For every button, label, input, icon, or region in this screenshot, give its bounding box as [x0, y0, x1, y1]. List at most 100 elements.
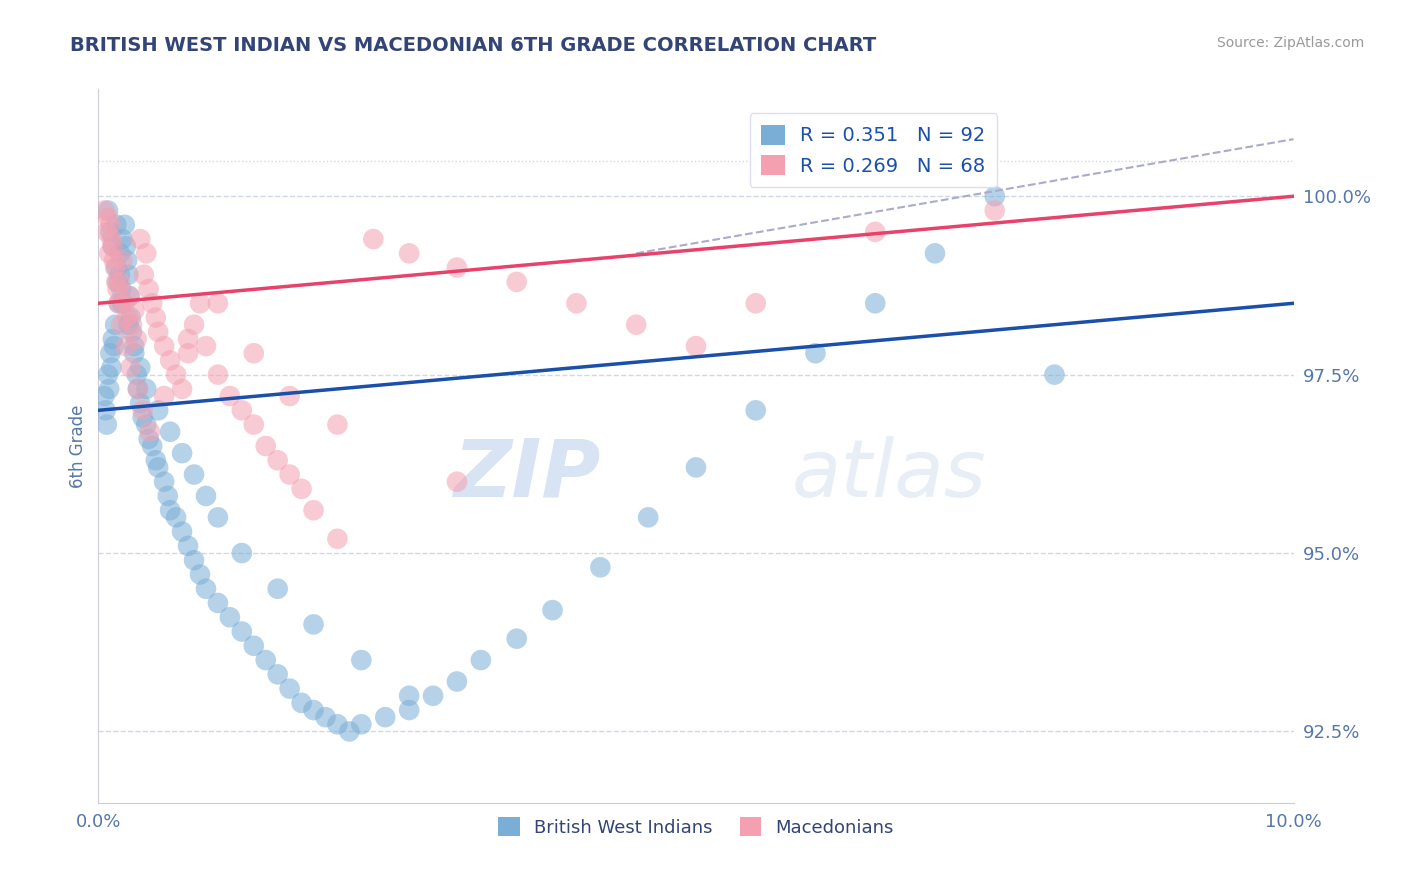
- Point: [115, 310, 138, 325]
- Point: [207, 296, 229, 310]
- Point: [183, 467, 205, 482]
- Point: [93, 203, 115, 218]
- Point: [124, 346, 146, 360]
- Point: [129, 360, 152, 375]
- Point: [148, 403, 170, 417]
- Point: [105, 275, 128, 289]
- Point: [94, 403, 117, 417]
- Point: [207, 368, 229, 382]
- Point: [685, 460, 707, 475]
- Point: [124, 303, 146, 318]
- Point: [231, 546, 253, 560]
- Point: [363, 232, 385, 246]
- Point: [315, 710, 337, 724]
- Text: BRITISH WEST INDIAN VS MACEDONIAN 6TH GRADE CORRELATION CHART: BRITISH WEST INDIAN VS MACEDONIAN 6TH GR…: [70, 36, 876, 54]
- Point: [291, 696, 314, 710]
- Point: [105, 260, 128, 275]
- Point: [506, 275, 529, 289]
- Point: [243, 639, 266, 653]
- Point: [148, 325, 170, 339]
- Legend: British West Indians, Macedonians: British West Indians, Macedonians: [491, 810, 901, 844]
- Point: [125, 332, 148, 346]
- Point: [121, 325, 143, 339]
- Point: [103, 253, 125, 268]
- Point: [108, 246, 131, 260]
- Point: [398, 689, 420, 703]
- Point: [398, 246, 420, 260]
- Point: [114, 296, 136, 310]
- Point: [195, 582, 218, 596]
- Point: [243, 346, 266, 360]
- Point: [101, 332, 124, 346]
- Point: [125, 368, 148, 382]
- Point: [135, 417, 157, 432]
- Point: [865, 296, 887, 310]
- Point: [141, 296, 163, 310]
- Point: [107, 296, 129, 310]
- Point: [326, 532, 349, 546]
- Point: [165, 510, 187, 524]
- Point: [97, 211, 120, 225]
- Point: [745, 403, 768, 417]
- Point: [745, 296, 768, 310]
- Point: [131, 410, 153, 425]
- Point: [339, 724, 361, 739]
- Point: [111, 296, 134, 310]
- Point: [804, 346, 827, 360]
- Point: [108, 268, 131, 282]
- Point: [118, 289, 141, 303]
- Point: [110, 282, 132, 296]
- Point: [101, 239, 124, 253]
- Point: [98, 382, 121, 396]
- Point: [188, 296, 211, 310]
- Point: [685, 339, 707, 353]
- Point: [267, 582, 290, 596]
- Point: [103, 339, 125, 353]
- Point: [156, 489, 179, 503]
- Text: atlas: atlas: [792, 435, 987, 514]
- Point: [278, 467, 301, 482]
- Point: [138, 282, 160, 296]
- Point: [100, 360, 122, 375]
- Point: [96, 225, 118, 239]
- Point: [374, 710, 396, 724]
- Point: [98, 225, 122, 239]
- Point: [114, 218, 136, 232]
- Point: [278, 389, 301, 403]
- Point: [115, 239, 138, 253]
- Point: [107, 275, 129, 289]
- Point: [565, 296, 588, 310]
- Point: [108, 275, 131, 289]
- Point: [267, 667, 290, 681]
- Point: [105, 218, 128, 232]
- Point: [97, 368, 120, 382]
- Point: [96, 417, 118, 432]
- Point: [231, 624, 253, 639]
- Point: [93, 389, 115, 403]
- Point: [219, 610, 242, 624]
- Point: [177, 332, 200, 346]
- Point: [120, 360, 142, 375]
- Text: ZIP: ZIP: [453, 435, 600, 514]
- Point: [984, 203, 1007, 218]
- Point: [326, 417, 349, 432]
- Point: [254, 439, 277, 453]
- Point: [589, 560, 612, 574]
- Point: [145, 453, 167, 467]
- Point: [626, 318, 648, 332]
- Point: [231, 403, 253, 417]
- Point: [107, 296, 129, 310]
- Point: [172, 382, 194, 396]
- Point: [219, 389, 242, 403]
- Point: [98, 218, 122, 232]
- Point: [124, 339, 146, 353]
- Point: [115, 253, 138, 268]
- Point: [1043, 368, 1066, 382]
- Point: [135, 382, 157, 396]
- Point: [267, 453, 290, 467]
- Point: [111, 253, 134, 268]
- Point: [104, 318, 127, 332]
- Point: [243, 417, 266, 432]
- Point: [177, 346, 200, 360]
- Point: [127, 382, 149, 396]
